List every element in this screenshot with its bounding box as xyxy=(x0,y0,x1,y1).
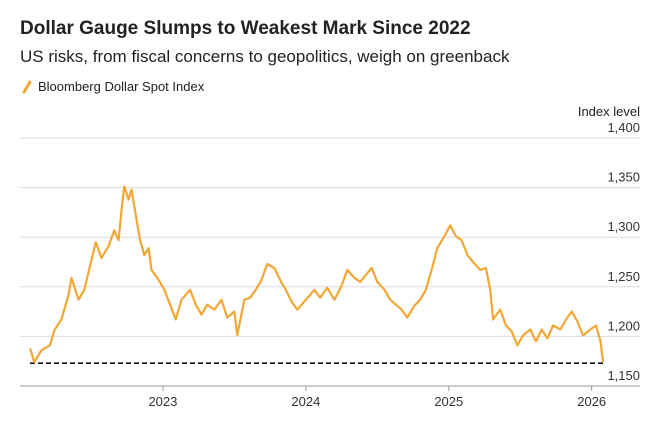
y-tick-label: 1,150 xyxy=(607,368,640,383)
x-tick-label: 2023 xyxy=(148,394,177,409)
x-tick-label: 2026 xyxy=(577,394,606,409)
x-tick-label: 2025 xyxy=(434,394,463,409)
y-tick-label: 1,300 xyxy=(607,219,640,234)
legend-label: Bloomberg Dollar Spot Index xyxy=(38,79,205,94)
y-tick-label: 1,200 xyxy=(607,318,640,333)
y-tick-label: 1,350 xyxy=(607,170,640,185)
y-tick-label: 1,400 xyxy=(607,120,640,135)
chart-title: Dollar Gauge Slumps to Weakest Mark Sinc… xyxy=(20,18,471,39)
legend-swatch xyxy=(22,80,32,94)
series-line xyxy=(28,185,605,364)
chart-subtitle: US risks, from fiscal concerns to geopol… xyxy=(20,47,510,66)
x-tick-label: 2024 xyxy=(291,394,320,409)
y-tick-label: 1,250 xyxy=(607,269,640,284)
y-axis-label: Index level xyxy=(578,104,640,119)
